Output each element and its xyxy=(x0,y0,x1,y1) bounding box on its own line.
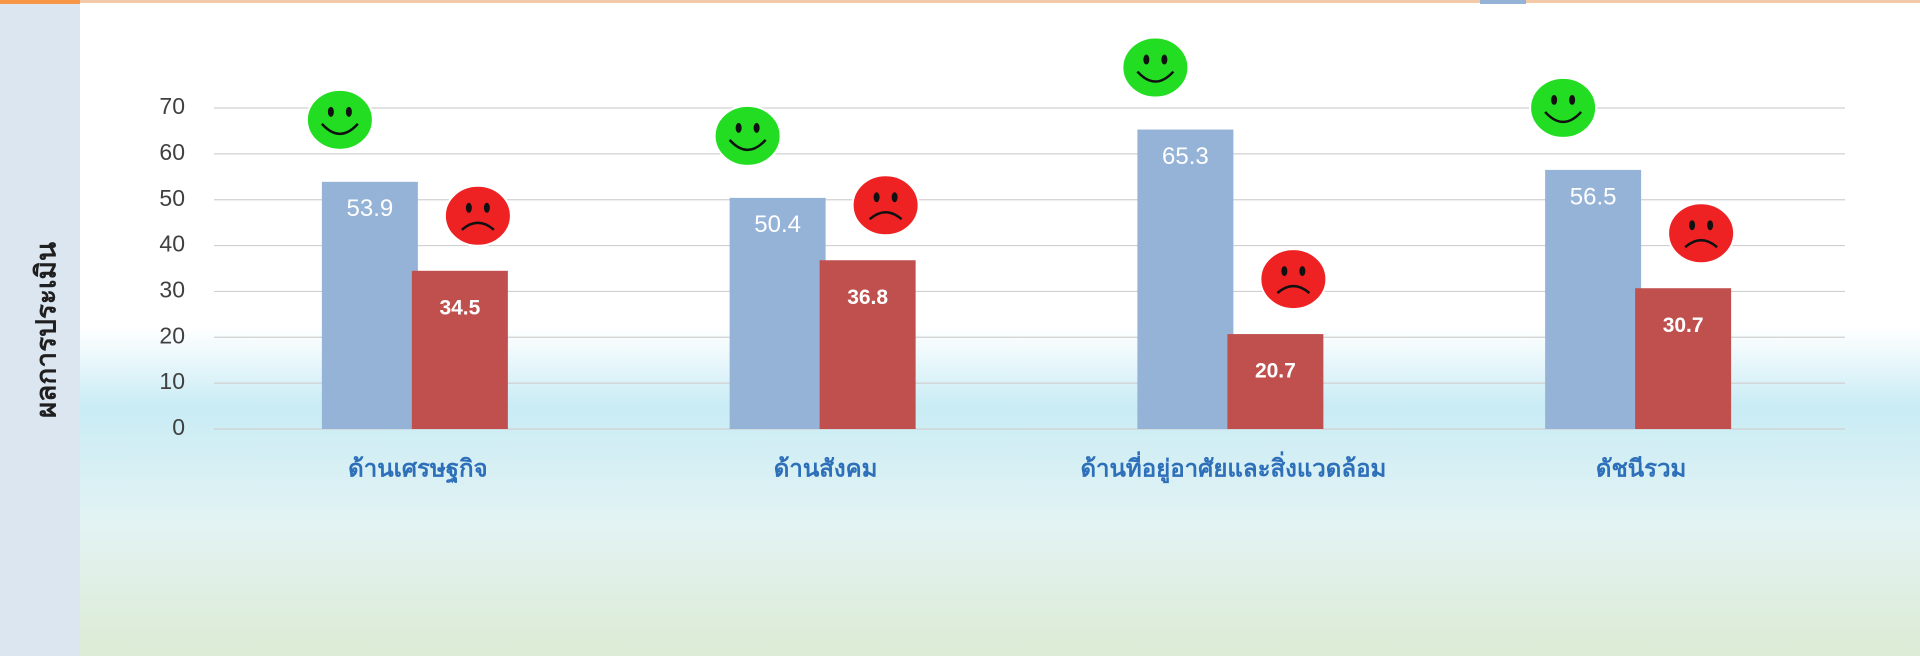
data-label: 36.8 xyxy=(847,286,888,309)
eye xyxy=(735,122,742,133)
bar xyxy=(411,270,508,429)
y-tick-label: 20 xyxy=(159,322,185,348)
x-tick-label: ด้านเศรษฐกิจ xyxy=(348,455,487,484)
y-tick-label: 70 xyxy=(159,93,185,119)
mouth xyxy=(461,221,495,231)
x-tick-label: ด้านสังคม xyxy=(774,455,878,482)
bar xyxy=(729,197,826,429)
eye xyxy=(465,202,472,213)
y-axis-label: ผลการประเมิน xyxy=(30,242,61,418)
eye xyxy=(873,192,880,203)
face xyxy=(1121,36,1190,99)
eye xyxy=(1281,266,1288,277)
bar xyxy=(819,260,916,429)
data-label: 56.5 xyxy=(1570,183,1617,210)
smiley-icon xyxy=(713,104,782,167)
frown-icon xyxy=(1667,202,1736,265)
data-label: 50.4 xyxy=(754,211,801,238)
y-tick-label: 60 xyxy=(159,139,185,165)
bar xyxy=(321,181,418,429)
face xyxy=(1259,248,1328,311)
face xyxy=(1667,202,1736,265)
eye xyxy=(1161,54,1168,65)
x-tick-label: ด้านที่อยู่อาศัยและสิ่งแวดล้อม xyxy=(1080,450,1386,483)
y-tick-label: 0 xyxy=(172,414,185,440)
bar xyxy=(1137,129,1234,429)
y-tick-label: 50 xyxy=(159,185,185,211)
eye xyxy=(327,106,334,117)
y-tick-label: 10 xyxy=(159,368,185,394)
eye xyxy=(753,122,760,133)
frown-icon xyxy=(851,174,920,237)
data-label: 65.3 xyxy=(1162,143,1209,170)
eye xyxy=(1707,220,1714,231)
eye xyxy=(1569,94,1576,105)
y-tick-label: 30 xyxy=(159,277,185,303)
face xyxy=(305,88,374,151)
eye xyxy=(891,192,898,203)
mouth xyxy=(1136,70,1175,83)
smiley-icon xyxy=(1121,36,1190,99)
data-label: 30.7 xyxy=(1663,314,1704,337)
mouth xyxy=(1276,284,1311,295)
data-label: 20.7 xyxy=(1255,360,1296,383)
eye xyxy=(1689,220,1696,231)
face xyxy=(443,184,512,247)
face xyxy=(1529,76,1598,139)
face xyxy=(851,174,920,237)
sidebar xyxy=(0,0,80,656)
eye xyxy=(1143,54,1150,65)
mouth xyxy=(1684,238,1718,249)
eye xyxy=(1299,266,1306,277)
eye xyxy=(483,202,490,213)
top-accent xyxy=(1480,0,1526,4)
data-label: 53.9 xyxy=(347,195,394,222)
mouth xyxy=(1544,111,1583,124)
top-stripe xyxy=(0,0,1920,3)
mouth xyxy=(868,211,903,221)
bar xyxy=(1635,288,1732,429)
frown-icon xyxy=(1259,248,1328,311)
data-label: 34.5 xyxy=(439,296,480,319)
smiley-icon xyxy=(1529,76,1598,139)
bar xyxy=(1545,169,1642,429)
y-tick-label: 40 xyxy=(159,231,185,257)
eye xyxy=(345,106,352,117)
eye xyxy=(1551,94,1558,105)
face xyxy=(713,104,782,167)
smiley-icon xyxy=(305,88,374,151)
mouth xyxy=(728,139,767,152)
bar xyxy=(1227,334,1324,429)
mouth xyxy=(320,122,359,136)
x-tick-label: ดัชนีรวม xyxy=(1596,455,1686,482)
sidebar-accent xyxy=(0,0,80,4)
frown-icon xyxy=(443,184,512,247)
